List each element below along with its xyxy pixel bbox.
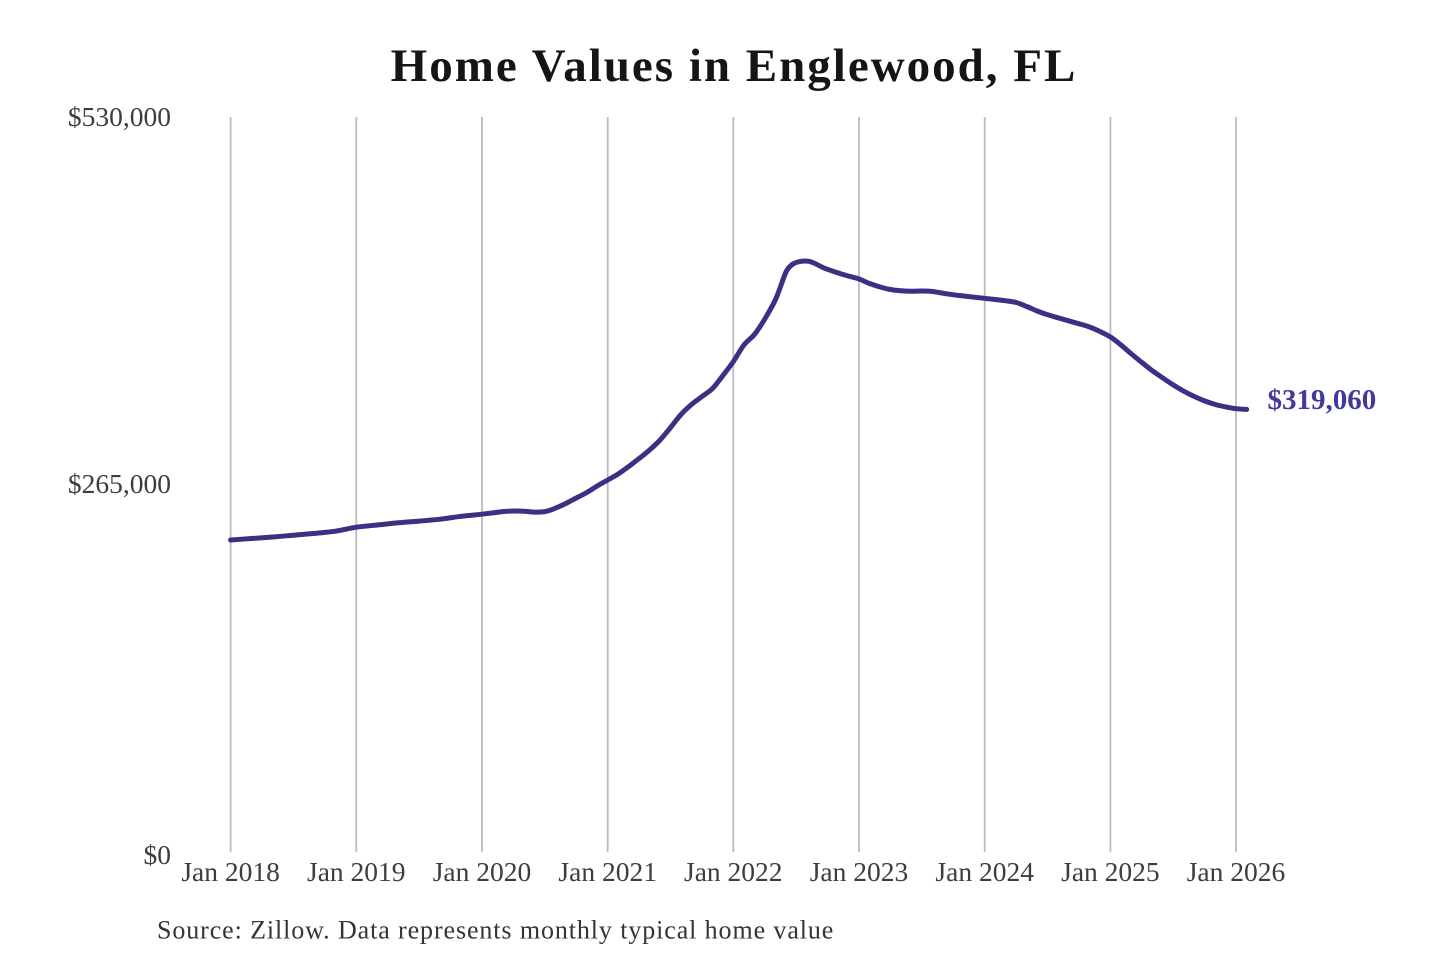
svg-text:$0: $0 [144,839,172,870]
svg-text:Jan 2026: Jan 2026 [1187,856,1286,887]
svg-text:Home Values in Englewood, FL: Home Values in Englewood, FL [391,40,1078,92]
svg-text:Source: Zillow. Data represent: Source: Zillow. Data represents monthly … [157,916,834,945]
svg-text:Jan 2020: Jan 2020 [433,856,532,887]
svg-text:$265,000: $265,000 [68,468,171,499]
svg-text:$530,000: $530,000 [68,101,171,132]
svg-text:Jan 2021: Jan 2021 [558,856,657,887]
svg-text:Jan 2023: Jan 2023 [810,856,909,887]
svg-text:Jan 2024: Jan 2024 [935,856,1034,887]
svg-text:Jan 2019: Jan 2019 [307,856,406,887]
svg-text:$319,060: $319,060 [1268,384,1377,416]
svg-text:Jan 2025: Jan 2025 [1061,856,1160,887]
svg-text:Jan 2022: Jan 2022 [684,856,783,887]
svg-text:Jan 2018: Jan 2018 [181,856,280,887]
